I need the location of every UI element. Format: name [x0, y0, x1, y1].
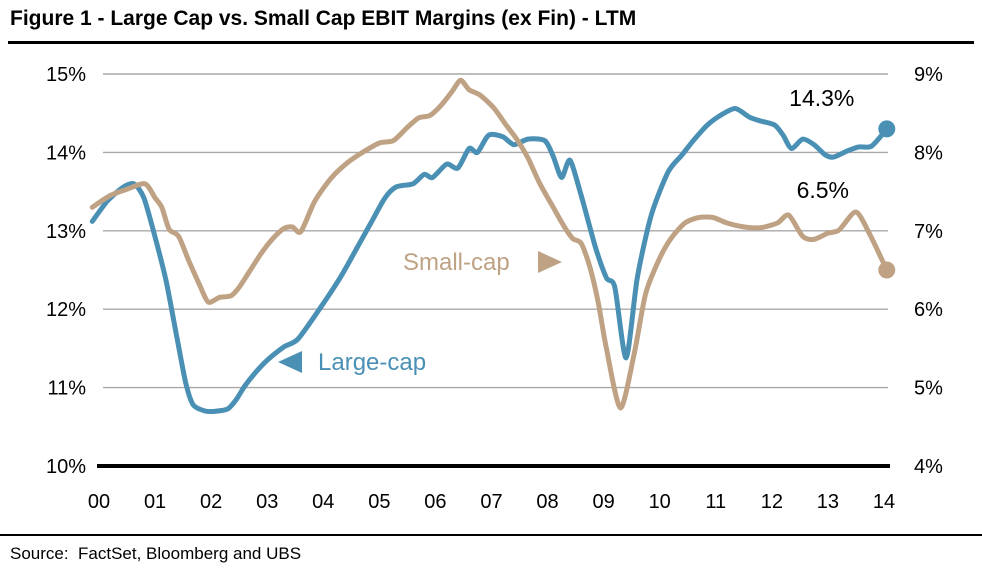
- right-axis-tick-label: 4%: [914, 456, 943, 478]
- small-cap-line: [89, 77, 890, 411]
- title-rule: [8, 41, 974, 44]
- x-axis-tick-label: 14: [873, 491, 895, 513]
- small-cap-legend-label: Small-cap: [403, 249, 510, 276]
- left-axis-tick-label: 14%: [46, 142, 86, 164]
- right-axis-tick-label: 9%: [914, 64, 943, 86]
- left-axis-tick-label: 11%: [47, 378, 86, 400]
- small-cap-value-annotation: 6.5%: [797, 177, 849, 203]
- x-axis-tick-label: 10: [649, 491, 671, 513]
- x-axis-tick-label: 09: [593, 491, 615, 513]
- source-rule: [0, 534, 982, 536]
- x-axis-tick-label: 12: [761, 491, 783, 513]
- large-cap-legend-arrow-icon: [278, 351, 302, 373]
- large-cap-line: [89, 106, 890, 415]
- left-axis-tick-label: 15%: [46, 64, 86, 86]
- large-cap-value-annotation: 14.3%: [789, 85, 854, 111]
- x-axis-tick-label: 08: [536, 491, 558, 513]
- large-cap-endpoint-dot: [878, 120, 896, 138]
- x-axis-tick-label: 04: [312, 491, 334, 513]
- figure-title: Figure 1 - Large Cap vs. Small Cap EBIT …: [10, 7, 637, 30]
- x-axis-tick-label: 05: [368, 491, 390, 513]
- right-axis-tick-label: 6%: [914, 299, 943, 321]
- x-axis-tick-label: 11: [705, 491, 726, 513]
- x-axis-tick-label: 07: [480, 491, 502, 513]
- left-axis-tick-label: 13%: [46, 221, 86, 243]
- x-axis-tick-label: 13: [817, 491, 839, 513]
- right-axis-tick-label: 7%: [914, 221, 943, 243]
- small-cap-legend-arrow-icon: [538, 251, 562, 273]
- x-axis-tick-label: 03: [256, 491, 278, 513]
- x-axis-tick-label: 00: [88, 491, 110, 513]
- x-axis-tick-label: 06: [424, 491, 446, 513]
- right-axis-tick-label: 8%: [914, 142, 943, 164]
- right-axis-tick-label: 5%: [914, 378, 943, 400]
- left-axis-tick-label: 10%: [46, 456, 86, 478]
- small-cap-endpoint-dot: [878, 261, 896, 279]
- x-axis-tick-label: 01: [144, 491, 166, 513]
- source-text: Source: FactSet, Bloomberg and UBS: [10, 544, 302, 563]
- x-axis-tick-label: 02: [200, 491, 222, 513]
- left-axis-tick-label: 12%: [46, 299, 86, 321]
- large-cap-legend-label: Large-cap: [318, 349, 426, 376]
